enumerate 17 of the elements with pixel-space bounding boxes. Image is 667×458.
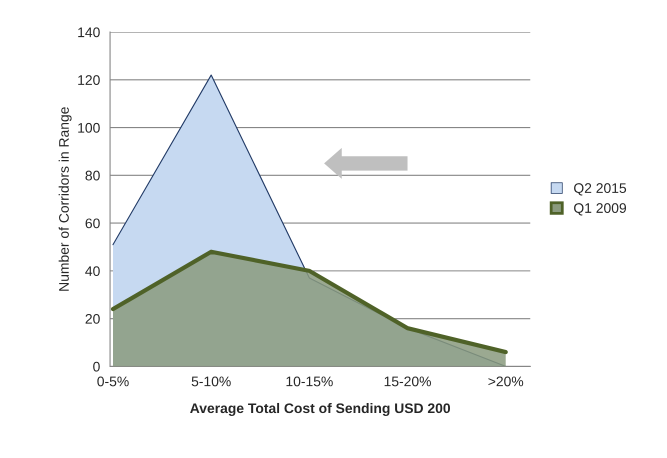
x-tick-label: 15-20%: [384, 376, 431, 386]
x-axis-title: Average Total Cost of Sending USD 200: [190, 402, 450, 416]
y-tick-label: 60: [86, 218, 100, 228]
legend-label: Q1 2009: [574, 203, 626, 216]
y-tick-label: 100: [78, 122, 100, 133]
y-tick-label: 20: [86, 314, 100, 324]
x-tick-label: 0-5%: [97, 376, 129, 386]
legend-label: Q2 2015: [574, 183, 626, 196]
x-tick-label: 5-10%: [192, 376, 231, 386]
y-tick-label: 140: [78, 27, 100, 38]
x-tick-label: >20%: [488, 376, 524, 386]
y-tick-label: 0: [93, 362, 100, 372]
y-tick-label: 40: [85, 266, 100, 276]
y-tick-label: 80: [85, 170, 100, 181]
y-tick-label: 120: [78, 75, 100, 85]
y-axis-title: Number of Corridors in Range: [58, 107, 72, 291]
x-tick-label: 10-15%: [286, 376, 333, 386]
